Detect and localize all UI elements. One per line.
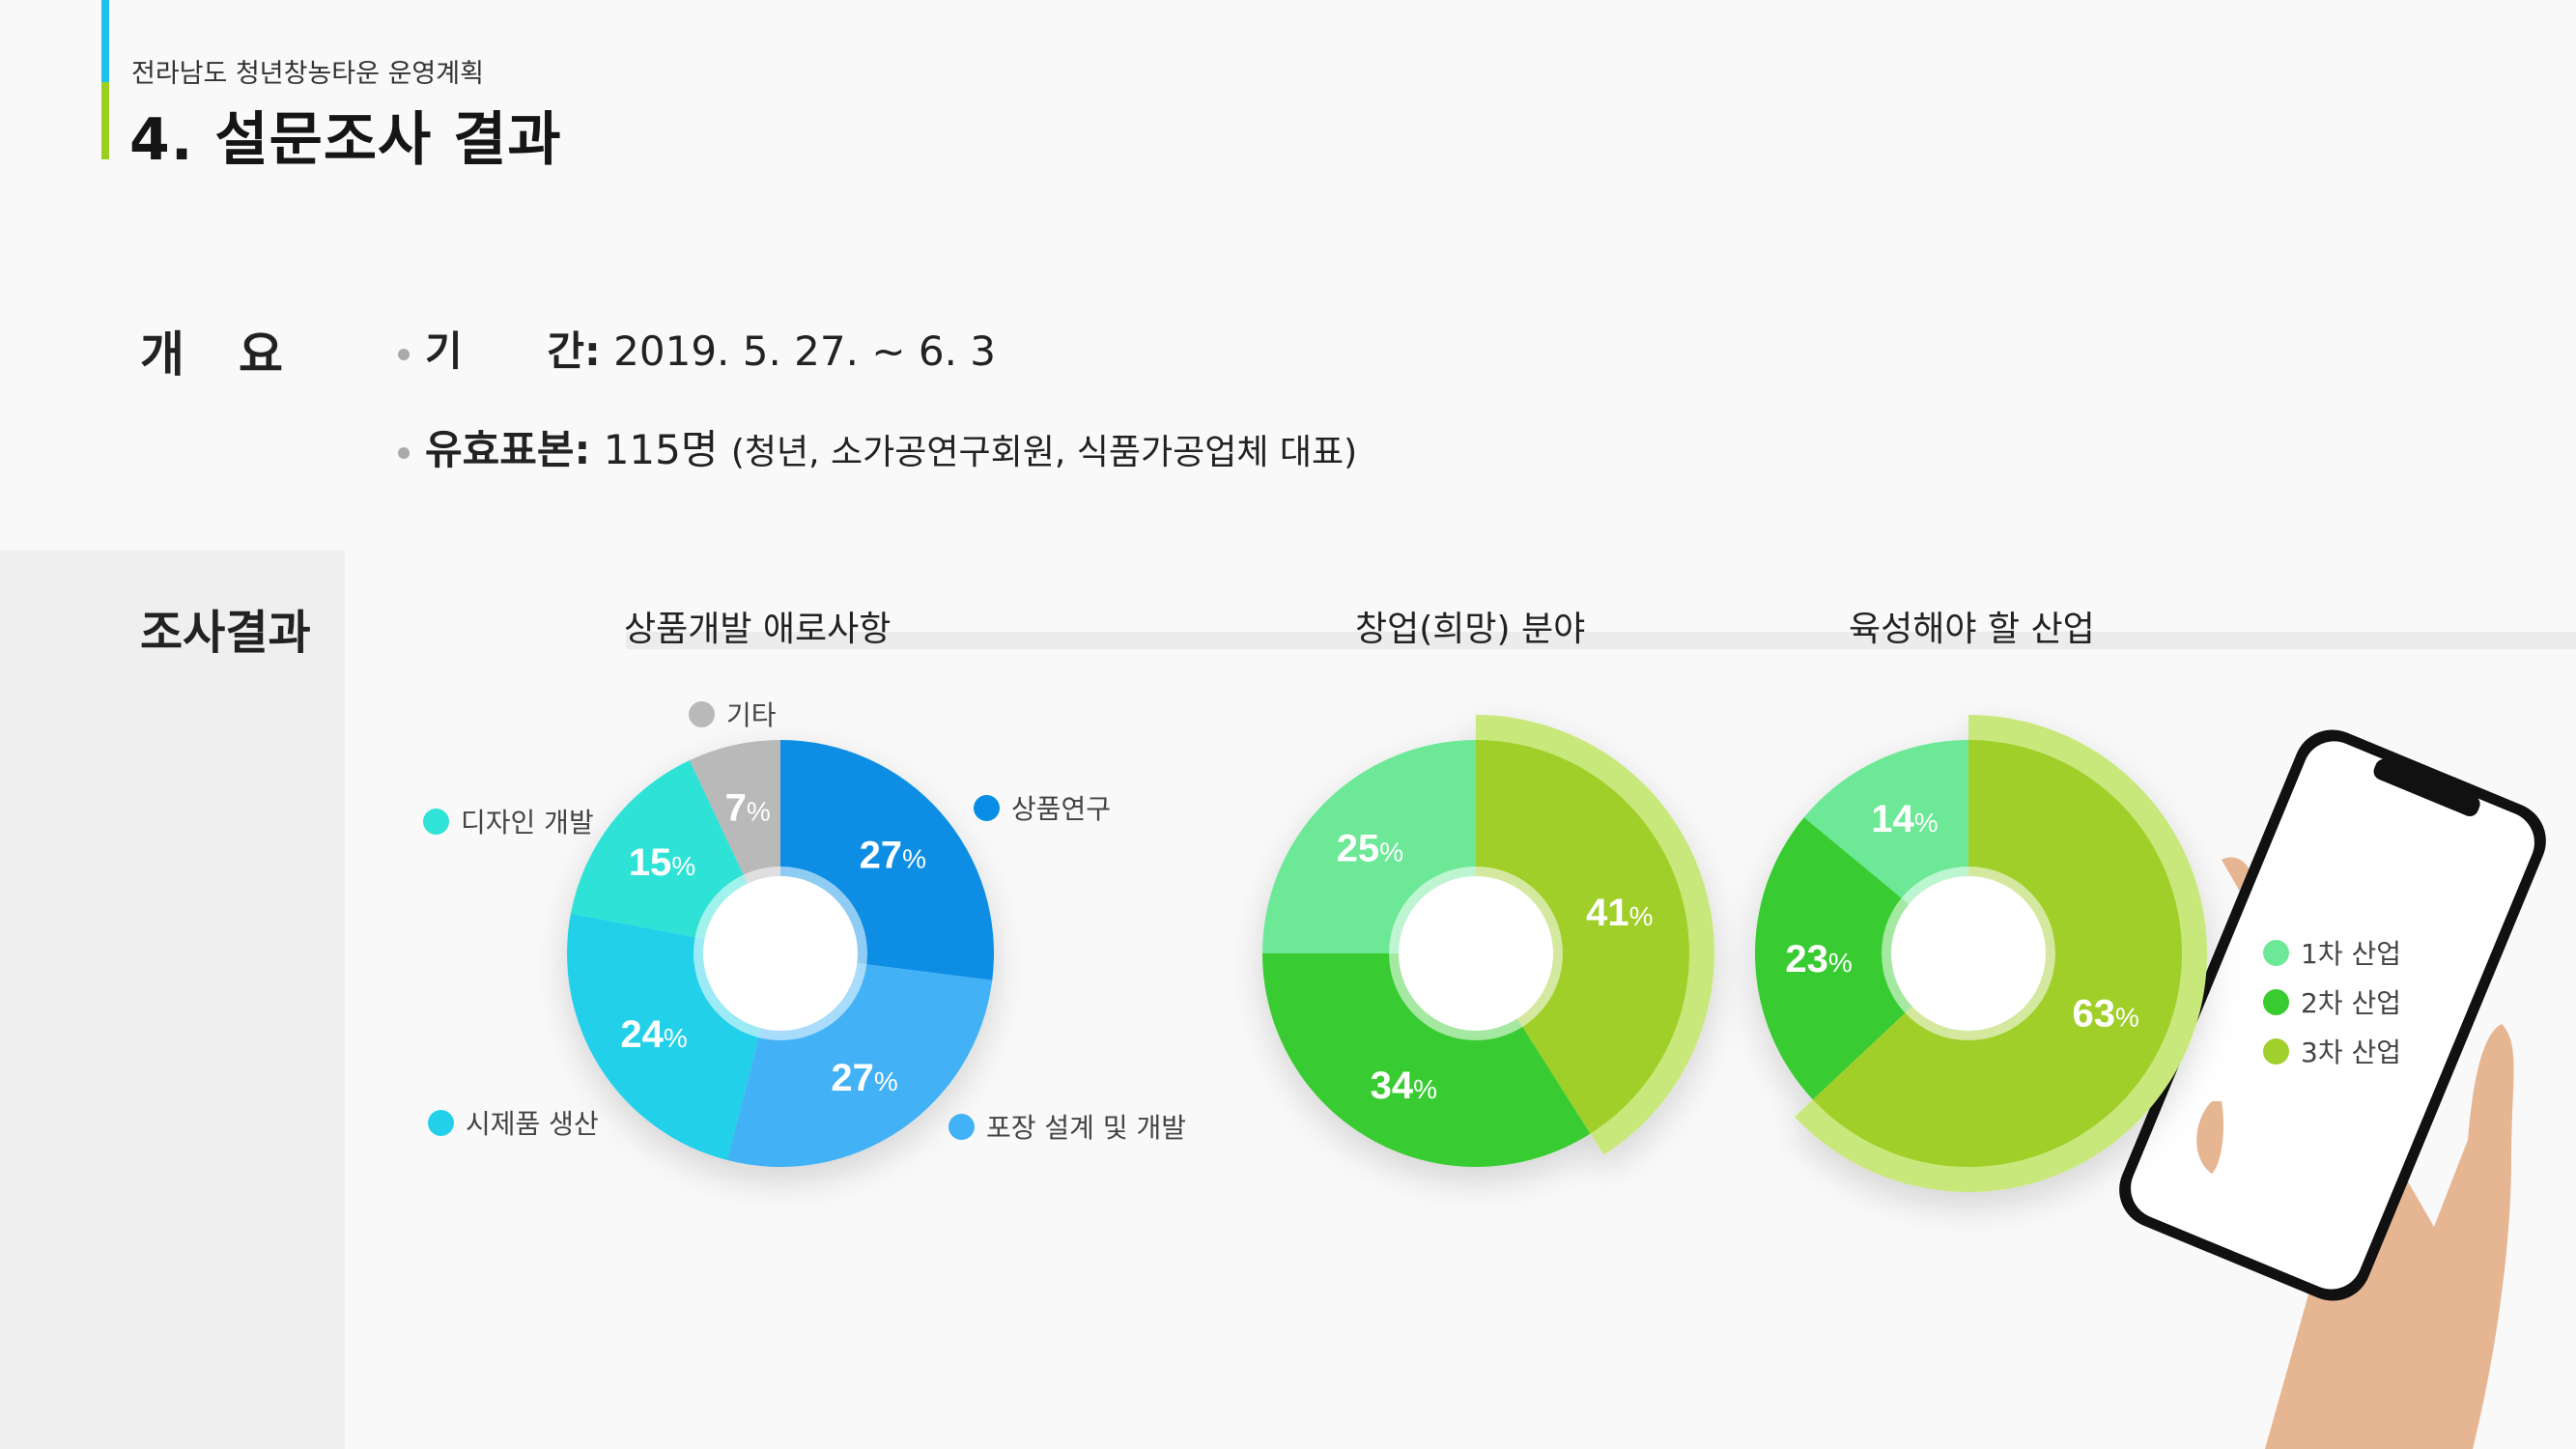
legend-label: 디자인 개발 [461, 807, 594, 838]
phone-in-hand-image [2119, 729, 2546, 1449]
phone-notch [2373, 758, 2480, 817]
page-subtitle: 전라남도 청년창농타운 운영계획 [131, 59, 484, 89]
legend-dot [974, 794, 1000, 821]
chart-title-band [626, 632, 2576, 649]
legend-dot [428, 1109, 454, 1136]
period-label: 기 간: [425, 327, 601, 375]
donut-slice [1755, 817, 1968, 1100]
legend-item-packaging: 포장 설계 및 개발 [948, 1107, 1186, 1146]
thumb [2196, 1101, 2223, 1174]
legend-label: 상품연구 [1011, 793, 1112, 825]
legend-dot [689, 700, 715, 727]
data-label: 41% [1586, 892, 1653, 934]
legend-item-design: 디자인 개발 [423, 802, 594, 840]
phone-screen [2131, 741, 2534, 1290]
legend-item-product-research: 상품연구 [974, 788, 1111, 827]
data-label: 27% [831, 1057, 897, 1099]
legend-dot [2263, 939, 2289, 966]
data-label: 24% [620, 1013, 687, 1056]
data-label: 7% [725, 787, 771, 830]
legend-label: 1차 산업 [2301, 938, 2401, 970]
period-line: 기 간: 2019. 5. 27. ~ 6. 3 [398, 319, 996, 378]
legend-label: 기타 [726, 699, 777, 731]
legend-dot [423, 808, 449, 835]
bullet-icon [398, 446, 410, 459]
donut-hole [703, 876, 858, 1031]
chart-title-product-dev: 상품개발 애로사항 [624, 610, 892, 649]
left-panel [0, 551, 345, 1449]
sample-note: (청년, 소가공연구회원, 식품가공업체 대표) [730, 433, 1358, 472]
legend-item-tertiary-industry: 3차 산업 [2263, 1032, 2401, 1070]
chart-title-startup-field: 창업(희망) 분야 [1355, 610, 1586, 649]
chart-title-industry: 육성해야 할 산업 [1849, 610, 2095, 649]
bullet-icon [398, 348, 410, 360]
legend-dot [2263, 1037, 2289, 1065]
sample-line: 유효표본: 115명 (청년, 소가공연구회원, 식품가공업체 대표) [398, 417, 1357, 476]
data-label: 15% [629, 841, 695, 884]
data-label: 25% [1337, 827, 1403, 869]
legend-label: 3차 산업 [2301, 1037, 2401, 1068]
legend-item-other: 기타 [689, 695, 777, 733]
legend-item-primary-industry: 1차 산업 [2263, 933, 2401, 972]
results-heading: 조사결과 [140, 606, 311, 660]
legend-dot [2263, 988, 2289, 1015]
page-title: 4. 설문조사 결과 [129, 106, 562, 174]
legend-dot [948, 1113, 975, 1140]
donut-hole [1399, 876, 1553, 1031]
legend-item-prototype: 시제품 생산 [428, 1103, 599, 1142]
legend-label: 2차 산업 [2301, 987, 2401, 1019]
donut-chart-1 [567, 740, 994, 1167]
accent-bar-blue [101, 0, 109, 82]
donut-chart-2 [1262, 715, 1714, 1168]
sample-value: 115명 [590, 426, 731, 473]
overview-heading: 개요 [140, 327, 337, 383]
period-value: 2019. 5. 27. ~ 6. 3 [600, 327, 997, 375]
data-label: 34% [1371, 1065, 1437, 1107]
donut-hole [1891, 876, 2046, 1031]
data-label: 14% [1871, 798, 1938, 840]
legend-label: 시제품 생산 [466, 1108, 599, 1140]
donut-chart-3 [1755, 715, 2207, 1192]
data-label: 27% [860, 834, 926, 876]
sample-label: 유효표본: [425, 426, 591, 473]
donut-slice [1476, 740, 1690, 1134]
legend-label: 포장 설계 및 개발 [986, 1112, 1187, 1144]
accent-bar-green [101, 82, 109, 159]
legend-item-secondary-industry: 2차 산업 [2263, 982, 2401, 1021]
data-label: 23% [1785, 938, 1852, 980]
data-label: 63% [2073, 993, 2139, 1036]
